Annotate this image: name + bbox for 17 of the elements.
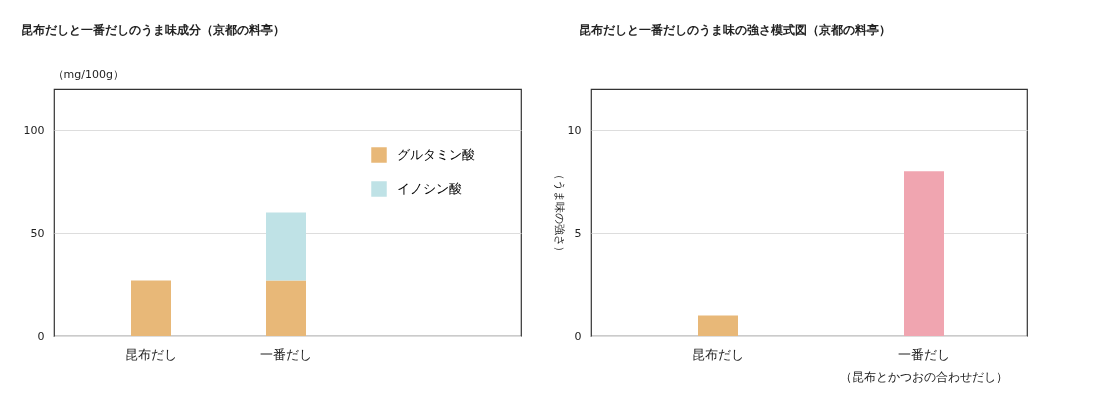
chart-title: 昆布だしと一番だしのうま味成分（京都の料亭） bbox=[21, 23, 285, 37]
y-tick-label: 0 bbox=[37, 329, 45, 343]
x-tick-label: 一番だし bbox=[260, 346, 312, 362]
x-tick-label: 昆布だし bbox=[692, 346, 744, 362]
legend-label: グルタミン酸 bbox=[397, 147, 475, 162]
y-tick-label: 100 bbox=[23, 123, 45, 137]
chart-title: 昆布だしと一番だしのうま味の強さ模式図（京都の料亭） bbox=[579, 23, 891, 37]
y-tick-label: 50 bbox=[30, 226, 45, 240]
y-tick-label: 10 bbox=[567, 123, 582, 137]
text: （昆布とかつおの合わせだし） bbox=[840, 370, 1008, 384]
legend-label: イノシン酸 bbox=[397, 181, 462, 196]
x-tick-label: 一番だし bbox=[898, 346, 950, 362]
y-tick-label: 0 bbox=[574, 329, 582, 343]
x-tick-label: 昆布だし bbox=[125, 346, 177, 362]
y-axis-title: （うま味の強さ） bbox=[552, 169, 566, 257]
y-tick-label: 5 bbox=[574, 226, 582, 240]
y-axis-title: （mg/100g） bbox=[52, 67, 124, 81]
